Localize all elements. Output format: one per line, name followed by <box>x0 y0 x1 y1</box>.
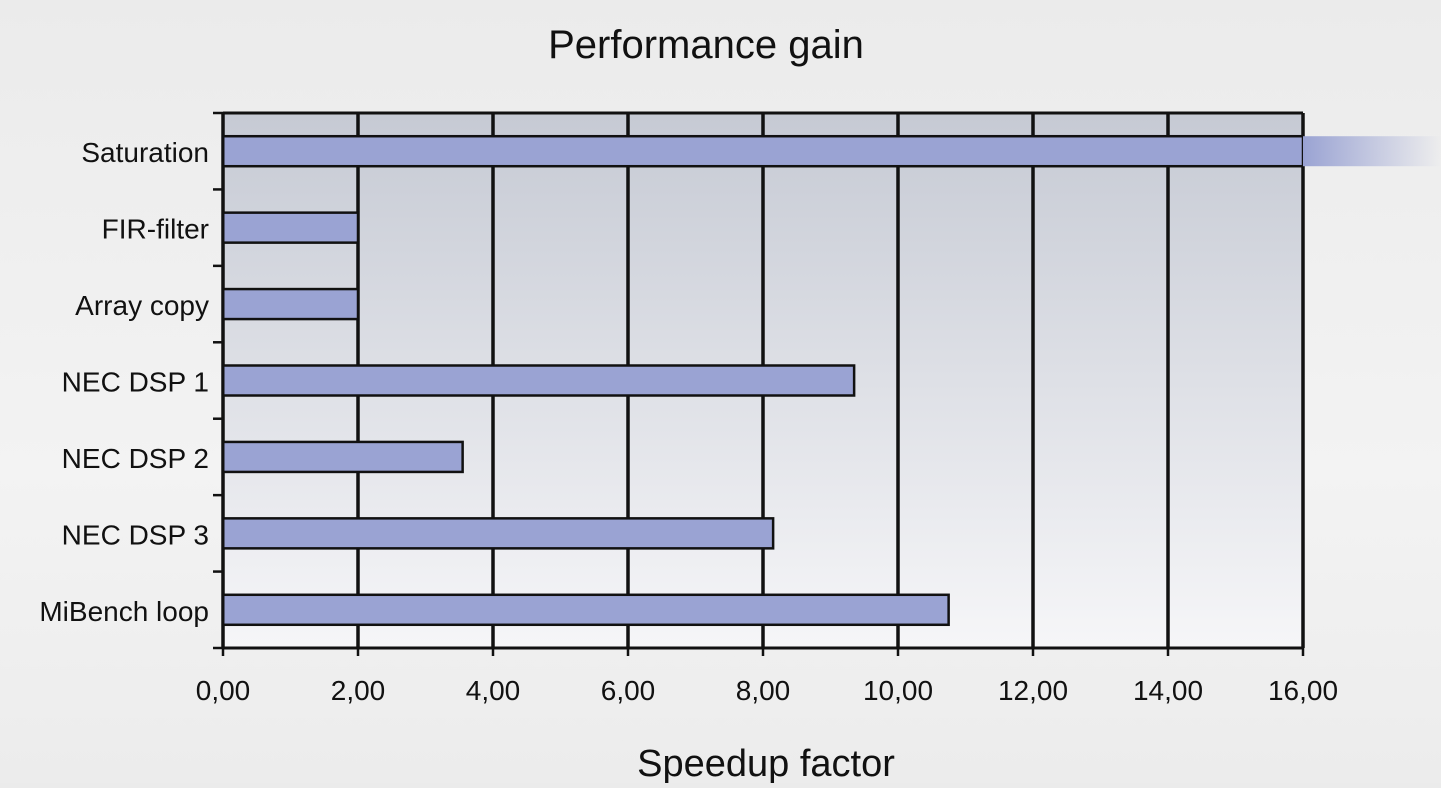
x-tick-label-7: 14,00 <box>1133 675 1203 706</box>
category-label-5: NEC DSP 3 <box>62 519 209 550</box>
category-label-3: NEC DSP 1 <box>62 367 209 398</box>
bar-6 <box>221 593 950 627</box>
x-tick-label-6: 12,00 <box>998 675 1068 706</box>
bar-1 <box>221 211 360 244</box>
bar-2 <box>221 287 360 321</box>
bars <box>221 134 1441 627</box>
category-label-0: Saturation <box>81 137 209 168</box>
bar-3 <box>221 364 856 397</box>
bar-0 <box>221 134 1305 168</box>
x-tick-label-5: 10,00 <box>863 675 933 706</box>
category-label-1: FIR-filter <box>102 214 209 245</box>
bar-0-overflow <box>1303 136 1441 167</box>
x-tick-label-8: 16,00 <box>1268 675 1338 706</box>
category-label-2: Array copy <box>75 290 209 321</box>
x-axis-tick-labels: 0,00 2,00 4,00 6,00 8,00 10,00 12,00 14,00 16,00 <box>196 675 1338 706</box>
axes <box>213 111 1305 656</box>
x-tick-label-1: 2,00 <box>331 675 386 706</box>
x-axis-label: Speedup factor <box>637 743 895 783</box>
x-tick-label-2: 4,00 <box>466 675 521 706</box>
bar-4 <box>221 440 464 474</box>
bar-5 <box>221 517 775 550</box>
x-tick-label-0: 0,00 <box>196 675 251 706</box>
chart-title: Performance gain <box>548 23 864 67</box>
x-tick-label-3: 6,00 <box>601 675 656 706</box>
y-axis-tick-labels: Saturation FIR-filter Array copy NEC DSP 1 N… <box>39 137 209 627</box>
x-tick-label-4: 8,00 <box>736 675 791 706</box>
category-label-6: MiBench loop <box>39 596 209 627</box>
category-label-4: NEC DSP 2 <box>62 443 209 474</box>
